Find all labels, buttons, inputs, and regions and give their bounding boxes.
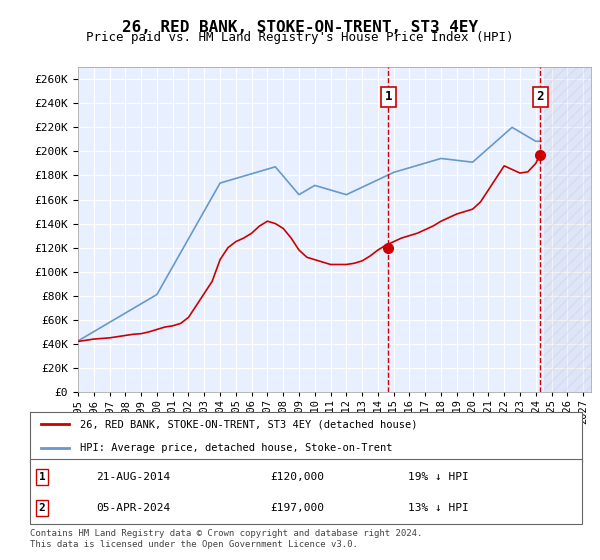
Text: Price paid vs. HM Land Registry's House Price Index (HPI): Price paid vs. HM Land Registry's House … — [86, 31, 514, 44]
Text: 21-AUG-2014: 21-AUG-2014 — [96, 472, 170, 482]
Text: 2: 2 — [536, 90, 544, 103]
Text: HPI: Average price, detached house, Stoke-on-Trent: HPI: Average price, detached house, Stok… — [80, 443, 392, 453]
Text: £120,000: £120,000 — [270, 472, 324, 482]
Text: £197,000: £197,000 — [270, 503, 324, 513]
Text: 1: 1 — [38, 472, 46, 482]
Text: 2: 2 — [38, 503, 46, 513]
Text: 19% ↓ HPI: 19% ↓ HPI — [408, 472, 469, 482]
Text: 05-APR-2024: 05-APR-2024 — [96, 503, 170, 513]
Text: 26, RED BANK, STOKE-ON-TRENT, ST3 4EY: 26, RED BANK, STOKE-ON-TRENT, ST3 4EY — [122, 20, 478, 35]
Text: 13% ↓ HPI: 13% ↓ HPI — [408, 503, 469, 513]
Text: Contains HM Land Registry data © Crown copyright and database right 2024.
This d: Contains HM Land Registry data © Crown c… — [30, 529, 422, 549]
Text: 26, RED BANK, STOKE-ON-TRENT, ST3 4EY (detached house): 26, RED BANK, STOKE-ON-TRENT, ST3 4EY (d… — [80, 419, 417, 429]
Text: 1: 1 — [385, 90, 392, 103]
Bar — [544, 67, 591, 392]
